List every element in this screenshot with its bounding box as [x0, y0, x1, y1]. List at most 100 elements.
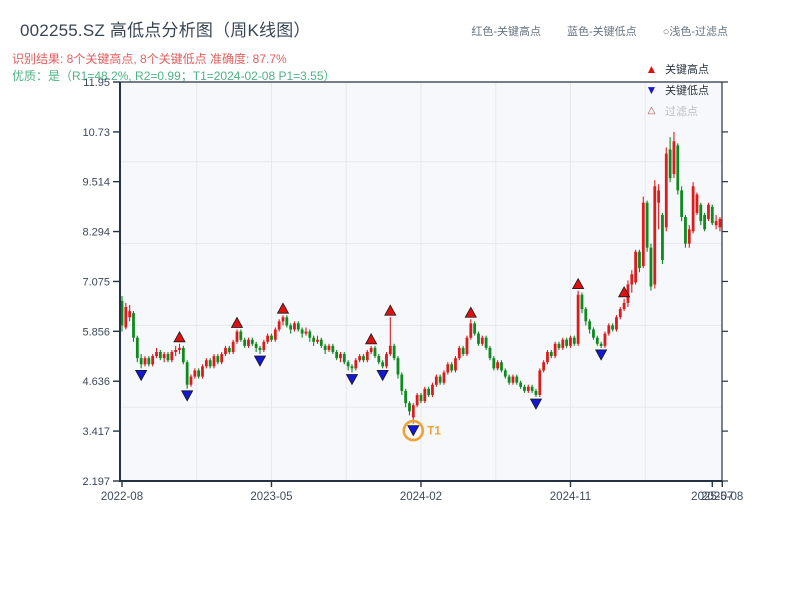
candle-body: [216, 356, 220, 363]
y-tick-label: 4.636: [82, 376, 110, 388]
candle-body: [672, 141, 676, 175]
candle-body: [699, 204, 703, 222]
candle-body: [224, 347, 227, 355]
t1-circle: [402, 419, 425, 442]
candle-body: [664, 153, 668, 228]
candle-body: [392, 345, 396, 359]
candle-body: [296, 323, 300, 330]
candle-body: [680, 190, 684, 218]
candle-body: [342, 354, 346, 363]
candle-body: [638, 251, 641, 269]
candle-body: [423, 388, 427, 402]
candle-body: [707, 204, 710, 220]
candle-body: [266, 335, 270, 342]
candle-body: [231, 341, 235, 353]
candle-body: [331, 345, 335, 353]
candle-body: [124, 307, 128, 328]
candle-body: [155, 352, 158, 357]
candle-body: [404, 390, 408, 404]
candle-body: [615, 317, 618, 330]
candle-body: [684, 217, 687, 244]
candle-body: [592, 329, 595, 338]
candle-body: [661, 214, 664, 260]
candle-body: [442, 372, 446, 383]
candle-body: [710, 206, 714, 224]
candle-body: [250, 339, 254, 344]
candle-body: [158, 352, 162, 359]
candle-body: [289, 325, 293, 330]
figure-legend: 红色-关键高点 蓝色-关键低点 ○浅色-过滤点: [471, 23, 728, 39]
candle-body: [316, 339, 319, 342]
candle-body: [335, 352, 339, 359]
candle-body: [572, 337, 576, 344]
candle-body: [557, 343, 561, 348]
candle-body: [477, 333, 480, 344]
candle-body: [473, 323, 477, 334]
candle-body: [281, 317, 285, 322]
candle-body: [534, 390, 538, 395]
candle-body: [484, 337, 488, 348]
candle-body: [515, 376, 519, 383]
legend-filtered-label: ○浅色-过滤点: [662, 26, 728, 38]
candle-body: [388, 345, 392, 355]
candle-body: [178, 347, 181, 350]
legend-key-high-label: 红色-关键高点: [471, 26, 542, 38]
candle-body: [695, 194, 699, 213]
candle-body: [308, 331, 312, 338]
x-tick-label: 2024-02: [400, 491, 442, 503]
y-tick-label: 2.197: [82, 476, 110, 488]
candle-body: [162, 354, 166, 359]
candle-body: [603, 333, 607, 346]
candle-body: [174, 349, 178, 353]
x-tick-label: 2022-08: [101, 491, 143, 503]
key-low-triangle-icon: ▼: [645, 82, 658, 97]
y-tick-label: 7.075: [82, 276, 110, 288]
x-tick-label: 2024-11: [550, 491, 591, 503]
candle-body: [599, 343, 603, 346]
candle-body: [542, 362, 546, 371]
candle-body: [362, 356, 365, 361]
candle-body: [645, 202, 649, 248]
candle-body: [151, 356, 155, 365]
candle-body: [526, 386, 530, 391]
legend-row-key-high: ▲ 关键高点: [645, 59, 709, 78]
candle-body: [507, 376, 511, 383]
candle-body: [427, 388, 431, 395]
candle-body: [208, 360, 212, 367]
candle-body: [511, 376, 515, 383]
candle-body: [381, 362, 385, 367]
candle-body: [166, 354, 170, 361]
key-low-marker: [376, 369, 389, 382]
candle-body: [396, 358, 400, 375]
candle-body: [377, 356, 381, 363]
candle-body: [611, 325, 615, 330]
candle-body: [595, 337, 599, 344]
y-tick-label: 9.514: [82, 177, 110, 189]
candle-body: [135, 337, 139, 359]
candle-body: [323, 345, 327, 350]
key-high-marker: [173, 330, 186, 343]
candle-body: [438, 376, 442, 383]
candle-body: [584, 309, 588, 322]
candle-body: [258, 347, 262, 350]
candle-body: [300, 329, 304, 334]
candle-body: [365, 352, 369, 361]
x-tick-label: 2025-08: [701, 491, 743, 503]
key-high-marker: [276, 302, 290, 314]
y-tick-label: 10.73: [82, 127, 110, 139]
candle-body: [434, 376, 438, 385]
page-title: 002255.SZ 高低点分析图（周K线图）: [20, 21, 311, 40]
candle-body: [500, 362, 503, 371]
candle-body: [569, 337, 572, 346]
candle-body: [243, 339, 247, 346]
candle-body: [419, 394, 423, 402]
candle-body: [415, 394, 419, 406]
candle-body: [293, 323, 296, 330]
candle-body: [714, 221, 718, 226]
candle-body: [676, 145, 680, 191]
quality-summary-text: 优质：是（R1=48.2%, R2=0.99；T1=2024-02-08 P1=…: [12, 69, 336, 83]
legend-row-key-low: ▼ 关键低点: [645, 80, 709, 99]
candle-body: [446, 364, 450, 373]
key-high-marker: [571, 277, 585, 290]
